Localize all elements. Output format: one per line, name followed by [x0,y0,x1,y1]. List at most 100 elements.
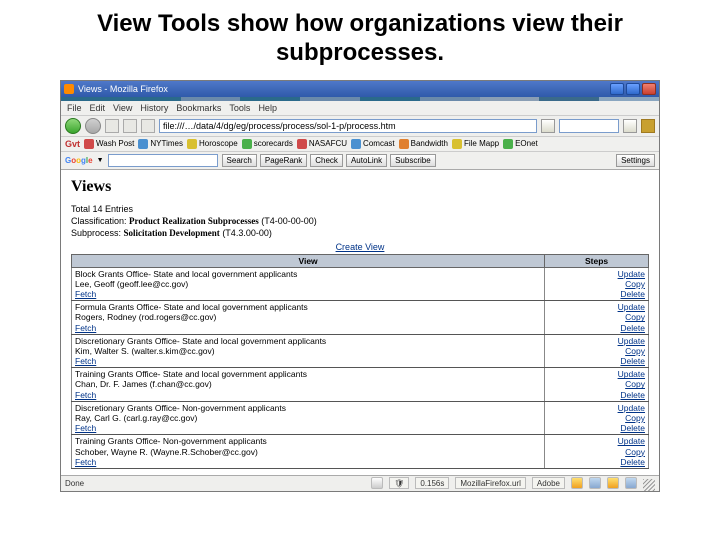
nav-toolbar: file:///…/data/4/dg/eg/process/process/s… [61,115,659,136]
menu-file[interactable]: File [67,103,82,113]
view-owner: Chan, Dr. F. James (f.chan@cc.gov) [75,379,541,389]
total-entries: Total 14 Entries [71,204,649,214]
fetch-link[interactable]: Fetch [75,457,541,467]
back-button[interactable] [65,118,81,134]
update-link[interactable]: Update [548,269,645,279]
close-button[interactable] [642,83,656,95]
menu-tools[interactable]: Tools [229,103,250,113]
subprocess-line: Subprocess: Solicitation Development (T4… [71,228,649,238]
copy-link[interactable]: Copy [548,447,645,457]
page-heading: Views [71,178,649,196]
view-title: Formula Grants Office- State and local g… [75,302,541,312]
weather-icon [571,477,583,489]
menu-help[interactable]: Help [258,103,277,113]
bookmark-bandwidth[interactable]: Bandwidth [399,139,448,149]
gbar-pagerank[interactable]: PageRank [260,154,307,167]
titlebar: Views - Mozilla Firefox [61,81,659,97]
copy-link[interactable]: Copy [548,279,645,289]
google-search-input[interactable] [108,154,218,167]
status-time: 0.156s [415,477,449,489]
bookmark-comcast[interactable]: Comcast [351,139,395,149]
delete-link[interactable]: Delete [548,390,645,400]
status-app: MozillaFirefox.url [455,477,525,489]
reload-button[interactable] [105,119,119,133]
menu-bookmarks[interactable]: Bookmarks [176,103,221,113]
menu-view[interactable]: View [113,103,132,113]
delete-link[interactable]: Delete [548,423,645,433]
page-content: Views Total 14 Entries Classification: P… [61,169,659,475]
resize-grip[interactable] [643,479,655,491]
gbar-autolink[interactable]: AutoLink [346,154,387,167]
gbar-check[interactable]: Check [310,154,343,167]
update-link[interactable]: Update [548,436,645,446]
bookmarks-toolbar: GvtWash PostNYTimesHoroscopescorecardsNA… [61,136,659,151]
fetch-link[interactable]: Fetch [75,423,541,433]
menu-history[interactable]: History [140,103,168,113]
google-logo: Google [65,156,93,165]
gbar-search[interactable]: Search [222,154,257,167]
table-row: Training Grants Office- State and local … [72,368,649,402]
fetch-link[interactable]: Fetch [75,356,541,366]
fetch-link[interactable]: Fetch [75,289,541,299]
view-title: Discretionary Grants Office- Non-governm… [75,403,541,413]
google-settings-button[interactable]: Settings [616,154,655,167]
update-link[interactable]: Update [548,302,645,312]
delete-link[interactable]: Delete [548,289,645,299]
update-link[interactable]: Update [548,336,645,346]
weather-icon-3 [607,477,619,489]
stop-button[interactable] [123,119,137,133]
table-row: Discretionary Grants Office- Non-governm… [72,401,649,435]
table-row: Discretionary Grants Office- State and l… [72,334,649,368]
bookmark-wash-post[interactable]: Wash Post [84,139,134,149]
fetch-link[interactable]: Fetch [75,323,541,333]
gbar-subscribe[interactable]: Subscribe [390,154,436,167]
view-title: Training Grants Office- Non-government a… [75,436,541,446]
classification-line: Classification: Product Realization Subp… [71,216,649,226]
copy-link[interactable]: Copy [548,346,645,356]
status-done: Done [65,479,84,488]
view-title: Training Grants Office- State and local … [75,369,541,379]
fetch-link[interactable]: Fetch [75,390,541,400]
address-bar[interactable]: file:///…/data/4/dg/eg/process/process/s… [159,119,537,133]
bookmark-nytimes[interactable]: NYTimes [138,139,183,149]
menubar[interactable]: File Edit View History Bookmarks Tools Help [61,101,659,115]
copy-link[interactable]: Copy [548,379,645,389]
firefox-icon [64,84,74,94]
table-row: Formula Grants Office- State and local g… [72,301,649,335]
copy-link[interactable]: Copy [548,413,645,423]
weather-icon-2 [589,477,601,489]
bookmark-nasafcu[interactable]: NASAFCU [297,139,347,149]
search-box[interactable] [559,119,619,133]
update-link[interactable]: Update [548,369,645,379]
search-go-button[interactable] [623,119,637,133]
bookmark-scorecards[interactable]: scorecards [242,139,293,149]
view-title: Block Grants Office- State and local gov… [75,269,541,279]
table-row: Training Grants Office- Non-government a… [72,435,649,469]
create-view-link[interactable]: Create View [71,242,649,252]
bookmark-file-mapp[interactable]: File Mapp [452,139,499,149]
col-view: View [72,254,545,267]
view-owner: Rogers, Rodney (rod.rogers@cc.gov) [75,312,541,322]
space-icon [641,119,655,133]
view-owner: Schober, Wayne R. (Wayne.R.Schober@cc.go… [75,447,541,457]
view-owner: Kim, Walter S. (walter.s.kim@cc.gov) [75,346,541,356]
home-button[interactable] [141,119,155,133]
bookmark-horoscope[interactable]: Horoscope [187,139,238,149]
go-button[interactable] [541,119,555,133]
forward-button[interactable] [85,118,101,134]
weather-icon-4 [625,477,637,489]
delete-link[interactable]: Delete [548,356,645,366]
delete-link[interactable]: Delete [548,457,645,467]
bookmark-eonet[interactable]: EOnet [503,139,538,149]
status-adobe: Adobe [532,477,565,489]
menu-edit[interactable]: Edit [90,103,106,113]
update-link[interactable]: Update [548,403,645,413]
view-title: Discretionary Grants Office- State and l… [75,336,541,346]
google-toolbar: Google ▼ SearchPageRankCheckAutoLinkSubs… [61,151,659,169]
copy-link[interactable]: Copy [548,312,645,322]
maximize-button[interactable] [626,83,640,95]
delete-link[interactable]: Delete [548,323,645,333]
minimize-button[interactable] [610,83,624,95]
status-icon [371,477,383,489]
status-shield-icon: 🛡 [389,477,409,489]
